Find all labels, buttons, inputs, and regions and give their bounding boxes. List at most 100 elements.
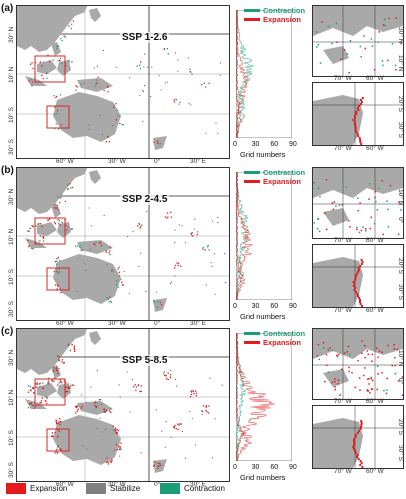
expansion-cell (164, 216, 166, 218)
expansion-cell (360, 103, 363, 105)
inset-north (312, 167, 404, 239)
expansion-cell (394, 364, 396, 367)
expansion-cell (59, 379, 61, 381)
island-speck (213, 253, 215, 255)
expansion-cell (359, 299, 361, 301)
expansion-cell (63, 362, 65, 364)
expansion-cell (157, 467, 159, 469)
map-lon-label: 30° E (190, 481, 206, 488)
inset-north-land (313, 6, 403, 36)
expansion-cell (140, 61, 142, 63)
contraction-cell (60, 421, 62, 423)
land-sulawesi (57, 60, 71, 76)
contraction-cell (75, 245, 77, 247)
island-speck (88, 124, 90, 126)
grid-distribution-chart (236, 10, 292, 138)
legend-contraction-label: Contraction (184, 484, 225, 493)
expansion-cell (110, 461, 112, 464)
inset-north-land (323, 46, 349, 64)
expansion-cell (75, 406, 78, 409)
scenario-title: SSP 2-4.5 (120, 194, 170, 205)
contraction-line (236, 172, 249, 300)
expansion-cell (57, 384, 59, 386)
island-speck (104, 428, 107, 430)
expansion-cell (69, 183, 71, 185)
legend-contraction: Contraction (244, 6, 305, 15)
island-speck (170, 281, 173, 283)
expansion-cell (47, 54, 49, 56)
dist-svg (236, 172, 292, 300)
legend-stabilize-label: Stabilize (110, 484, 141, 493)
expansion-cell (59, 57, 62, 60)
expansion-cell (41, 225, 43, 227)
inset-lat-label: 30° N (397, 27, 404, 44)
island-speck (174, 275, 176, 277)
map-lon-label: 0° (154, 481, 161, 488)
expansion-cell (55, 419, 57, 421)
expansion-cell (334, 378, 336, 380)
contraction-cell (120, 448, 122, 450)
expansion-cell (55, 369, 57, 372)
island-speck (225, 282, 227, 284)
main-map (16, 328, 230, 482)
expansion-cell (357, 109, 360, 111)
island-speck (96, 370, 98, 372)
expansion-cell (46, 402, 48, 405)
expansion-cell (353, 442, 356, 444)
inset-lat-label: 10° N (397, 55, 404, 72)
panel-label: (a) (1, 3, 14, 14)
expansion-cell (60, 381, 62, 383)
expansion-cell (354, 434, 357, 436)
expansion-cell (109, 296, 111, 298)
contraction-cell (117, 286, 120, 288)
expansion-cell (177, 423, 179, 425)
expansion-cell (109, 250, 111, 252)
expansion-cell (109, 246, 111, 248)
expansion-cell (33, 392, 35, 394)
x-tick-label: 90 (289, 141, 297, 148)
contraction-cell (58, 357, 60, 359)
contraction-cell (61, 39, 63, 42)
island-speck (209, 377, 211, 379)
expansion-cell (71, 61, 73, 63)
expansion-cell (27, 240, 29, 242)
expansion-cell (154, 461, 156, 463)
expansion-cell (153, 141, 155, 143)
expansion-cell (208, 405, 210, 407)
island-speck (106, 263, 108, 265)
expansion-cell (201, 84, 203, 86)
island-speck (193, 228, 195, 230)
expansion-cell (107, 135, 109, 138)
island-speck (175, 378, 177, 381)
inset-north-land (323, 208, 349, 226)
expansion-cell (98, 241, 100, 244)
legend-expansion: Expansion (244, 15, 301, 24)
contraction-cell (109, 460, 111, 462)
expansion-cell (355, 275, 357, 277)
expansion-cell (358, 377, 361, 379)
expansion-cell (56, 109, 59, 112)
expansion-cell (337, 379, 340, 381)
expansion-cell (60, 124, 62, 126)
expansion-cell (395, 17, 398, 20)
island-speck (119, 115, 121, 117)
expansion-cell (35, 386, 38, 388)
expansion-cell (167, 378, 169, 381)
expansion-cell (195, 395, 197, 397)
x-tick-label: 30 (251, 303, 260, 310)
expansion-cell (174, 264, 177, 267)
expansion-cell (359, 301, 361, 303)
expansion-cell (208, 82, 210, 84)
contraction-cell (196, 231, 199, 233)
island-speck (194, 218, 196, 220)
expansion-cell (368, 198, 370, 200)
expansion-cell (354, 117, 356, 119)
inset-lat-label: 20° S (397, 258, 404, 274)
expansion-cell (332, 208, 335, 211)
island-speck (83, 263, 86, 265)
contraction-cell (318, 358, 320, 361)
expansion-cell (71, 186, 74, 189)
expansion-cell (371, 360, 373, 362)
contraction-line-swatch (244, 171, 260, 174)
contraction-cell (138, 222, 140, 225)
